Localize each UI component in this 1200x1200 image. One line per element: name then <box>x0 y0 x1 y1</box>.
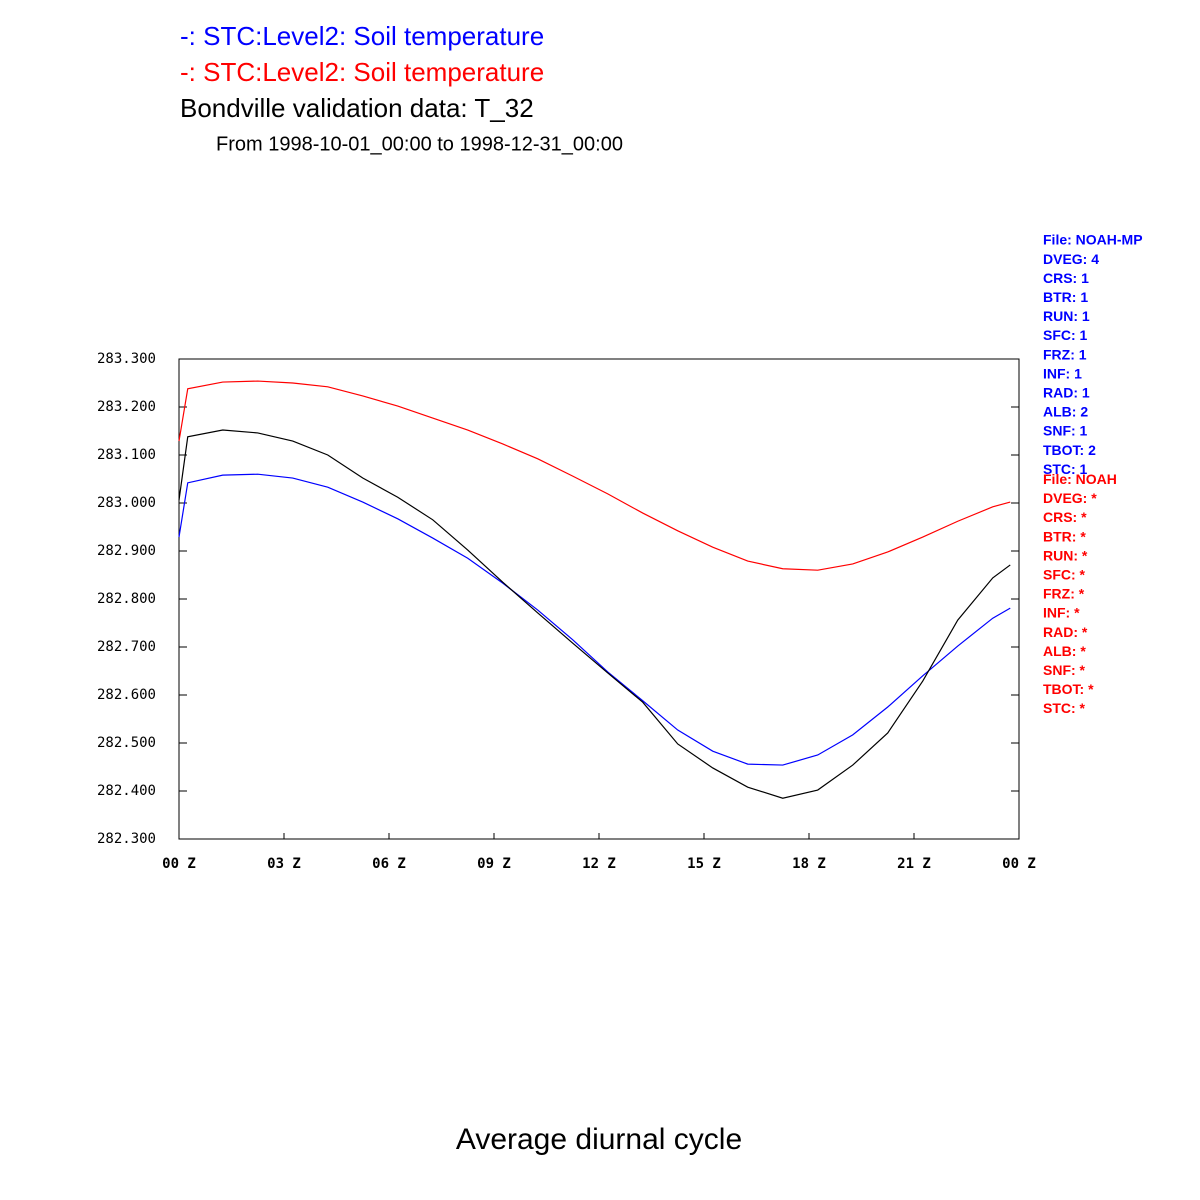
x-tick-label: 15 Z <box>687 856 721 872</box>
series-line <box>178 380 1011 571</box>
y-tick-label: 283.100 <box>97 447 156 463</box>
x-tick-label: 00 Z <box>1002 856 1036 872</box>
legend-entry: -: STC:Level2: Soil temperature <box>180 21 544 51</box>
file-info: RUN: 1 <box>1043 308 1090 324</box>
file-info: BTR: * <box>1043 528 1086 544</box>
file-info: SNF: 1 <box>1043 423 1088 439</box>
file-info: ALB: * <box>1043 643 1086 659</box>
y-tick-label: 282.800 <box>97 591 156 607</box>
file-info: CRS: * <box>1043 509 1087 525</box>
x-tick-label: 09 Z <box>477 856 511 872</box>
file-info: STC: 1 <box>1043 461 1088 477</box>
x-tick-label: 00 Z <box>162 856 196 872</box>
y-tick-label: 282.300 <box>97 831 156 847</box>
x-tick-label: 21 Z <box>897 856 931 872</box>
file-info: File: NOAH <box>1043 471 1117 487</box>
y-tick-label: 283.000 <box>97 495 156 511</box>
file-info: FRZ: 1 <box>1043 346 1087 362</box>
y-tick-label: 282.400 <box>97 783 156 799</box>
file-info: INF: 1 <box>1043 365 1082 381</box>
file-info: DVEG: * <box>1043 490 1097 506</box>
x-tick-label: 03 Z <box>267 856 301 872</box>
x-tick-label: 06 Z <box>372 856 406 872</box>
file-info: CRS: 1 <box>1043 270 1089 286</box>
series-line <box>178 473 1011 766</box>
file-info: ALB: 2 <box>1043 404 1088 420</box>
x-tick-label: 12 Z <box>582 856 616 872</box>
y-tick-label: 283.200 <box>97 399 156 415</box>
y-tick-label: 282.500 <box>97 735 156 751</box>
file-info: STC: * <box>1043 700 1086 716</box>
file-info: RAD: * <box>1043 624 1088 640</box>
y-tick-label: 283.300 <box>97 351 156 367</box>
file-info: SFC: * <box>1043 567 1086 583</box>
y-tick-label: 282.700 <box>97 639 156 655</box>
file-info: File: NOAH-MP <box>1043 232 1143 248</box>
file-info: INF: * <box>1043 605 1080 621</box>
subtitle: From 1998-10-01_00:00 to 1998-12-31_00:0… <box>216 133 623 155</box>
legend-entry: -: STC:Level2: Soil temperature <box>180 57 544 87</box>
file-info: SNF: * <box>1043 662 1086 678</box>
file-info: FRZ: * <box>1043 586 1085 602</box>
file-info: SFC: 1 <box>1043 327 1088 343</box>
file-info: TBOT: 2 <box>1043 442 1096 458</box>
file-info: TBOT: * <box>1043 681 1094 697</box>
y-tick-label: 282.900 <box>97 543 156 559</box>
file-info: DVEG: 4 <box>1043 251 1099 267</box>
y-tick-label: 282.600 <box>97 687 156 703</box>
chart-title: Average diurnal cycle <box>456 1123 742 1156</box>
file-info: BTR: 1 <box>1043 289 1088 305</box>
file-info: RAD: 1 <box>1043 385 1090 401</box>
series-line <box>178 429 1011 799</box>
legend-entry: Bondville validation data: T_32 <box>180 93 534 123</box>
file-info: RUN: * <box>1043 547 1088 563</box>
x-tick-label: 18 Z <box>792 856 826 872</box>
